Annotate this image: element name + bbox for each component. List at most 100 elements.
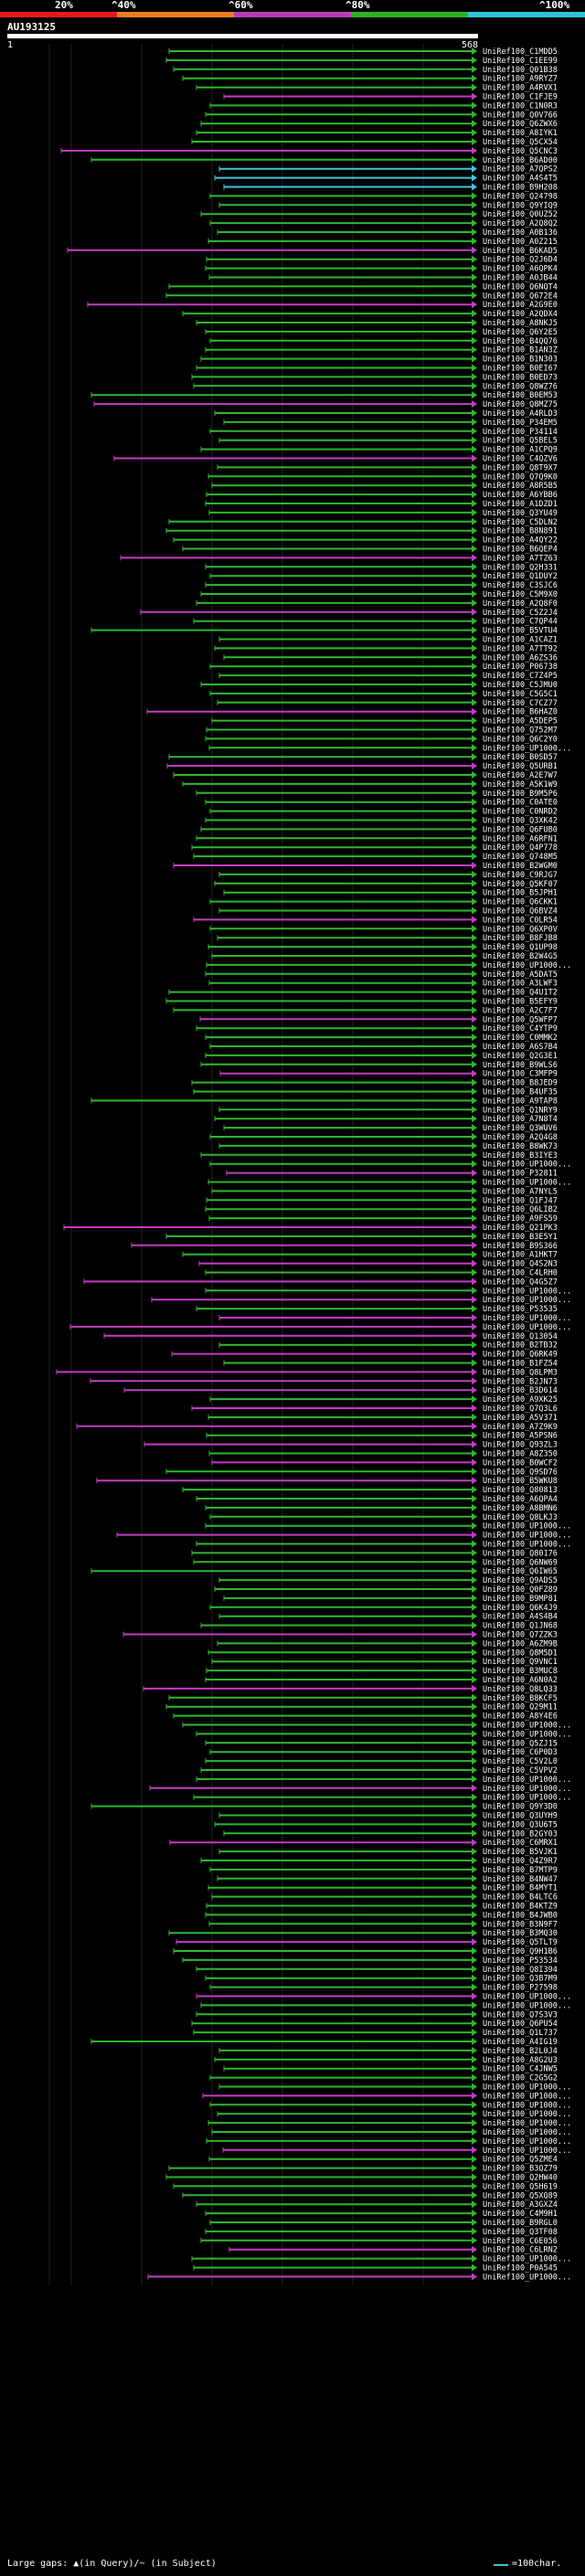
hit-label[interactable]: UniRef100_B0WCF2 [483, 1458, 558, 1468]
hit-label[interactable]: UniRef100_B1FZ54 [483, 1360, 558, 1369]
hit-label[interactable]: UniRef100_Q672E4 [483, 292, 558, 301]
hit-label[interactable]: UniRef100_Q6IW65 [483, 1567, 558, 1576]
hit-label[interactable]: UniRef100_Q1DUY2 [483, 572, 558, 581]
hit-label[interactable]: UniRef100_Q5XQ89 [483, 2191, 558, 2200]
hit-label[interactable]: UniRef100_A1HKT7 [483, 1251, 558, 1260]
hit-label[interactable]: UniRef100_UP1000... [483, 2110, 571, 2119]
hit-label[interactable]: UniRef100_Q8LPM3 [483, 1368, 558, 1377]
hit-label[interactable]: UniRef100_UP1000... [483, 1287, 571, 1296]
hit-label[interactable]: UniRef100_UP1000... [483, 1993, 571, 2002]
hit-label[interactable]: UniRef100_Q6NQT4 [483, 282, 558, 292]
hit-label[interactable]: UniRef100_B6QEP4 [483, 546, 558, 555]
hit-label[interactable]: UniRef100_Q29M11 [483, 1703, 558, 1712]
hit-label[interactable]: UniRef100_C5V2L0 [483, 1757, 558, 1766]
hit-label[interactable]: UniRef100_Q6RK49 [483, 1351, 558, 1360]
hit-label[interactable]: UniRef100_Q9ADS5 [483, 1576, 558, 1585]
hit-label[interactable]: UniRef100_Q3YU49 [483, 509, 558, 518]
hit-label[interactable]: UniRef100_A4S4B4 [483, 1613, 558, 1622]
hit-label[interactable]: UniRef100_B5WKU8 [483, 1477, 558, 1486]
hit-label[interactable]: UniRef100_Q4U1T2 [483, 989, 558, 998]
hit-label[interactable]: UniRef100_A2G9E0 [483, 301, 558, 310]
hit-label[interactable]: UniRef100_P32811 [483, 1170, 558, 1179]
hit-label[interactable]: UniRef100_B4UF35 [483, 1088, 558, 1097]
hit-label[interactable]: UniRef100_UP1000... [483, 1730, 571, 1739]
hit-label[interactable]: UniRef100_B2TB32 [483, 1341, 558, 1351]
hit-label[interactable]: UniRef100_A6QPK4 [483, 265, 558, 274]
hit-label[interactable]: UniRef100_UP1000... [483, 2147, 571, 2156]
hit-label[interactable]: UniRef100_UP1000... [483, 2255, 571, 2264]
hit-label[interactable]: UniRef100_A2E7W7 [483, 771, 558, 780]
hit-label[interactable]: UniRef100_Q1NRY9 [483, 1106, 558, 1115]
hit-label[interactable]: UniRef100_Q4S2N3 [483, 1260, 558, 1269]
hit-label[interactable]: UniRef100_B3E5Y1 [483, 1233, 558, 1242]
hit-label[interactable]: UniRef100_B8FJB8 [483, 934, 558, 943]
hit-label[interactable]: UniRef100_Q80813 [483, 1486, 558, 1495]
hit-label[interactable]: UniRef100_C0ATE0 [483, 799, 558, 808]
hit-label[interactable]: UniRef100_Q6ZWX6 [483, 120, 558, 129]
hit-label[interactable]: UniRef100_C5M9X0 [483, 590, 558, 599]
hit-label[interactable]: UniRef100_Q8LQ33 [483, 1685, 558, 1694]
hit-label[interactable]: UniRef100_Q2HW40 [483, 2174, 558, 2183]
hit-label[interactable]: UniRef100_Q7Q3L6 [483, 1405, 558, 1414]
hit-label[interactable]: UniRef100_A8G2U3 [483, 2056, 558, 2065]
hit-label[interactable]: UniRef100_A8NKJ5 [483, 319, 558, 328]
hit-label[interactable]: UniRef100_Q4Z9R7 [483, 1857, 558, 1866]
hit-label[interactable]: UniRef100_C5Z2J4 [483, 609, 558, 618]
hit-label[interactable]: UniRef100_C1EE99 [483, 57, 558, 66]
hit-label[interactable]: UniRef100_Q5TLT9 [483, 1938, 558, 1947]
hit-label[interactable]: UniRef100_C3MFP9 [483, 1070, 558, 1079]
hit-label[interactable]: UniRef100_B6AD00 [483, 156, 558, 165]
hit-label[interactable]: UniRef100_B9RGL0 [483, 2219, 558, 2228]
hit-label[interactable]: UniRef100_Q3TF08 [483, 2228, 558, 2237]
hit-label[interactable]: UniRef100_B5VJK1 [483, 1848, 558, 1857]
hit-label[interactable]: UniRef100_B2JN73 [483, 1377, 558, 1386]
hit-label[interactable]: UniRef100_B4NW47 [483, 1875, 558, 1884]
hit-label[interactable]: UniRef100_B8N891 [483, 527, 558, 536]
hit-label[interactable]: UniRef100_Q5H619 [483, 2182, 558, 2191]
hit-label[interactable]: UniRef100_B4JWB0 [483, 1911, 558, 1920]
hit-label[interactable]: UniRef100_Q6XP0V [483, 925, 558, 934]
hit-label[interactable]: UniRef100_Q0UZ52 [483, 210, 558, 219]
hit-label[interactable]: UniRef100_A2Q8Q2 [483, 219, 558, 228]
hit-label[interactable]: UniRef100_UP1000... [483, 1776, 571, 1785]
hit-label[interactable]: UniRef100_C9RJG7 [483, 871, 558, 880]
hit-label[interactable]: UniRef100_C4M9H1 [483, 2210, 558, 2219]
hit-label[interactable]: UniRef100_UP1000... [483, 1722, 571, 1731]
hit-label[interactable]: UniRef100_Q5ZJ15 [483, 1739, 558, 1748]
hit-label[interactable]: UniRef100_A2QDX4 [483, 310, 558, 319]
hit-label[interactable]: UniRef100_Q1JN68 [483, 1622, 558, 1631]
hit-label[interactable]: UniRef100_A7TZ63 [483, 554, 558, 563]
hit-label[interactable]: UniRef100_A2Q8F0 [483, 599, 558, 609]
hit-label[interactable]: UniRef100_B2W4G5 [483, 952, 558, 961]
hit-label[interactable]: UniRef100_Q24798 [483, 192, 558, 201]
hit-label[interactable]: UniRef100_Q8I394 [483, 1966, 558, 1975]
hit-label[interactable]: UniRef100_B8JED9 [483, 1079, 558, 1088]
hit-label[interactable]: UniRef100_C1FJE9 [483, 93, 558, 102]
hit-label[interactable]: UniRef100_B2WGM0 [483, 862, 558, 871]
hit-label[interactable]: UniRef100_B3MQ30 [483, 1929, 558, 1938]
hit-label[interactable]: UniRef100_B6KAD5 [483, 247, 558, 256]
hit-label[interactable]: UniRef100_B3MUC8 [483, 1667, 558, 1676]
hit-label[interactable]: UniRef100_B0EM53 [483, 391, 558, 400]
hit-label[interactable]: UniRef100_A2C7F7 [483, 1006, 558, 1015]
hit-label[interactable]: UniRef100_UP1000... [483, 1541, 571, 1550]
hit-label[interactable]: UniRef100_A9FS59 [483, 1214, 558, 1224]
hit-label[interactable]: UniRef100_A2Q4G8 [483, 1133, 558, 1142]
hit-label[interactable]: UniRef100_UP1000... [483, 2001, 571, 2010]
hit-label[interactable]: UniRef100_B5JPH1 [483, 889, 558, 898]
hit-label[interactable]: UniRef100_C4YTP9 [483, 1024, 558, 1034]
hit-label[interactable]: UniRef100_B7MTP9 [483, 1866, 558, 1875]
hit-label[interactable]: UniRef100_A0JB44 [483, 274, 558, 283]
hit-label[interactable]: UniRef100_P0A545 [483, 2264, 558, 2274]
hit-label[interactable]: UniRef100_A8Y4E6 [483, 1712, 558, 1722]
hit-label[interactable]: UniRef100_Q5CNC3 [483, 147, 558, 156]
hit-label[interactable]: UniRef100_C0MMK2 [483, 1034, 558, 1043]
hit-label[interactable]: UniRef100_B9H208 [483, 184, 558, 193]
hit-label[interactable]: UniRef100_A7QPS2 [483, 165, 558, 175]
hit-label[interactable]: UniRef100_Q1FJ47 [483, 1196, 558, 1205]
hit-label[interactable]: UniRef100_Q3UYH9 [483, 1812, 558, 1821]
hit-label[interactable]: UniRef100_Q5ZME4 [483, 2156, 558, 2165]
hit-label[interactable]: UniRef100_C7CZ77 [483, 699, 558, 708]
hit-label[interactable]: UniRef100_Q2J6D4 [483, 256, 558, 265]
hit-label[interactable]: UniRef100_Q5KF07 [483, 880, 558, 889]
